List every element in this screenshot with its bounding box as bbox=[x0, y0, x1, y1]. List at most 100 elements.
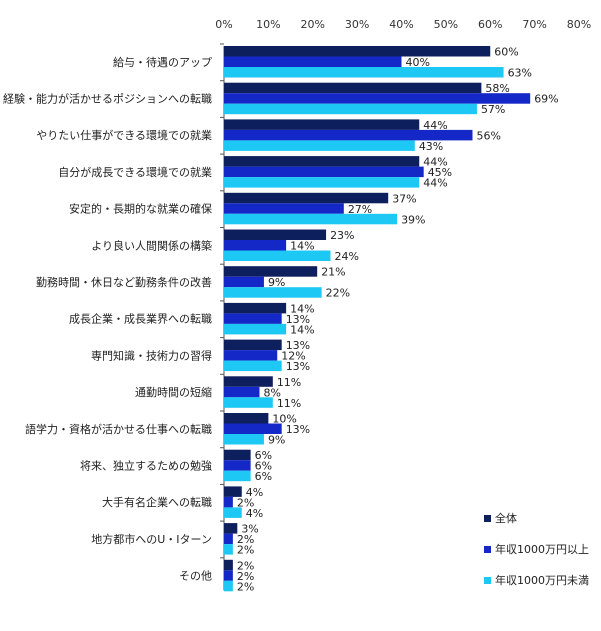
x-tick-label: 30% bbox=[345, 18, 369, 31]
data-label: 27% bbox=[348, 203, 372, 216]
data-label: 13% bbox=[286, 360, 310, 373]
data-label: 11% bbox=[277, 376, 301, 389]
data-label: 2% bbox=[237, 559, 254, 572]
data-label: 37% bbox=[392, 192, 416, 205]
legend-label: 年収1000万円以上 bbox=[495, 542, 589, 556]
data-label: 12% bbox=[281, 350, 305, 363]
y-axis: 給与・待遇のアップ経験・能力が活かせるポジションへの転職やりたい仕事ができる環境… bbox=[3, 43, 225, 591]
data-label: 57% bbox=[481, 103, 505, 116]
data-label: 10% bbox=[272, 413, 296, 426]
data-label: 2% bbox=[237, 496, 254, 509]
data-label: 6% bbox=[255, 470, 272, 483]
legend-label: 全体 bbox=[495, 511, 517, 525]
bar bbox=[224, 129, 473, 141]
data-label: 14% bbox=[290, 302, 314, 315]
bar bbox=[224, 350, 278, 361]
data-label: 58% bbox=[485, 82, 509, 95]
data-label: 63% bbox=[508, 67, 532, 80]
category-label: 将来、独立するための勉強 bbox=[80, 458, 212, 472]
bar bbox=[224, 240, 287, 251]
bar bbox=[224, 203, 344, 214]
data-label: 2% bbox=[237, 580, 254, 593]
data-label: 9% bbox=[268, 276, 285, 289]
bar bbox=[224, 229, 327, 240]
bar bbox=[224, 302, 287, 314]
bar bbox=[224, 386, 260, 398]
category-label: 専門知識・技術力の習得 bbox=[91, 348, 212, 362]
data-label: 2% bbox=[237, 533, 254, 546]
bar bbox=[224, 140, 415, 151]
category-label: その他 bbox=[179, 570, 212, 583]
bar bbox=[224, 192, 389, 204]
data-label: 69% bbox=[534, 93, 558, 106]
x-tick-label: 10% bbox=[256, 18, 280, 31]
bar bbox=[224, 82, 482, 94]
bar bbox=[224, 46, 491, 57]
data-label: 23% bbox=[330, 229, 354, 242]
bar bbox=[224, 166, 424, 178]
data-label: 11% bbox=[277, 397, 301, 410]
bar bbox=[224, 460, 251, 471]
data-label: 24% bbox=[335, 250, 359, 263]
bar bbox=[224, 103, 477, 115]
category-label: 勤務時間・休日など勤務条件の改善 bbox=[36, 275, 212, 289]
data-label: 44% bbox=[423, 177, 447, 190]
data-label: 2% bbox=[237, 544, 254, 557]
bar bbox=[224, 93, 531, 104]
data-label: 6% bbox=[255, 449, 272, 462]
data-label: 21% bbox=[321, 266, 345, 279]
bar bbox=[224, 67, 504, 78]
data-label: 14% bbox=[290, 323, 314, 336]
legend-label: 年収1000万円未満 bbox=[495, 573, 589, 587]
data-label: 2% bbox=[237, 570, 254, 583]
x-tick-label: 20% bbox=[301, 18, 325, 31]
bar bbox=[224, 397, 273, 408]
legend-swatch bbox=[484, 577, 491, 584]
x-tick-label: 80% bbox=[567, 18, 591, 31]
bar bbox=[224, 413, 269, 424]
bar bbox=[224, 544, 233, 555]
x-tick-label: 0% bbox=[215, 18, 232, 31]
bar bbox=[224, 339, 282, 351]
data-label: 4% bbox=[246, 486, 263, 499]
category-label: 安定的・長期的な就業の確保 bbox=[69, 202, 212, 216]
data-label: 13% bbox=[286, 313, 310, 326]
data-label: 44% bbox=[423, 119, 447, 132]
bar bbox=[224, 276, 264, 288]
category-label: やりたい仕事ができる環境での就業 bbox=[36, 128, 212, 142]
bar bbox=[224, 323, 287, 335]
bar bbox=[224, 119, 420, 130]
category-label: 成長企業・成長業界への転職 bbox=[69, 312, 212, 326]
legend-swatch bbox=[484, 515, 491, 522]
data-label: 13% bbox=[286, 423, 310, 436]
bar bbox=[224, 423, 282, 434]
data-label: 4% bbox=[246, 507, 263, 520]
x-tick-label: 60% bbox=[478, 18, 502, 31]
legend-swatch bbox=[484, 546, 491, 553]
data-label: 9% bbox=[268, 434, 285, 447]
category-label: より良い人間関係の構築 bbox=[91, 238, 212, 252]
data-label: 40% bbox=[406, 56, 430, 69]
bar bbox=[224, 213, 398, 225]
bar bbox=[224, 559, 233, 571]
data-label: 43% bbox=[419, 140, 443, 153]
data-label: 6% bbox=[255, 460, 272, 473]
category-label: 経験・能力が活かせるポジションへの転職 bbox=[3, 91, 212, 105]
data-label: 60% bbox=[494, 46, 518, 59]
bar bbox=[224, 496, 233, 508]
x-tick-label: 50% bbox=[434, 18, 458, 31]
bar bbox=[224, 376, 273, 387]
data-label: 45% bbox=[428, 166, 452, 179]
bar bbox=[224, 570, 233, 581]
bar bbox=[224, 250, 331, 261]
category-label: 通勤時間の短縮 bbox=[135, 385, 212, 399]
bar bbox=[224, 507, 242, 518]
bar bbox=[224, 533, 233, 545]
data-label: 39% bbox=[401, 213, 425, 226]
category-label: 大手有名企業への転職 bbox=[102, 495, 212, 509]
data-label: 22% bbox=[326, 287, 350, 300]
bar bbox=[224, 580, 233, 592]
data-label: 8% bbox=[264, 386, 281, 399]
bar bbox=[224, 449, 251, 461]
